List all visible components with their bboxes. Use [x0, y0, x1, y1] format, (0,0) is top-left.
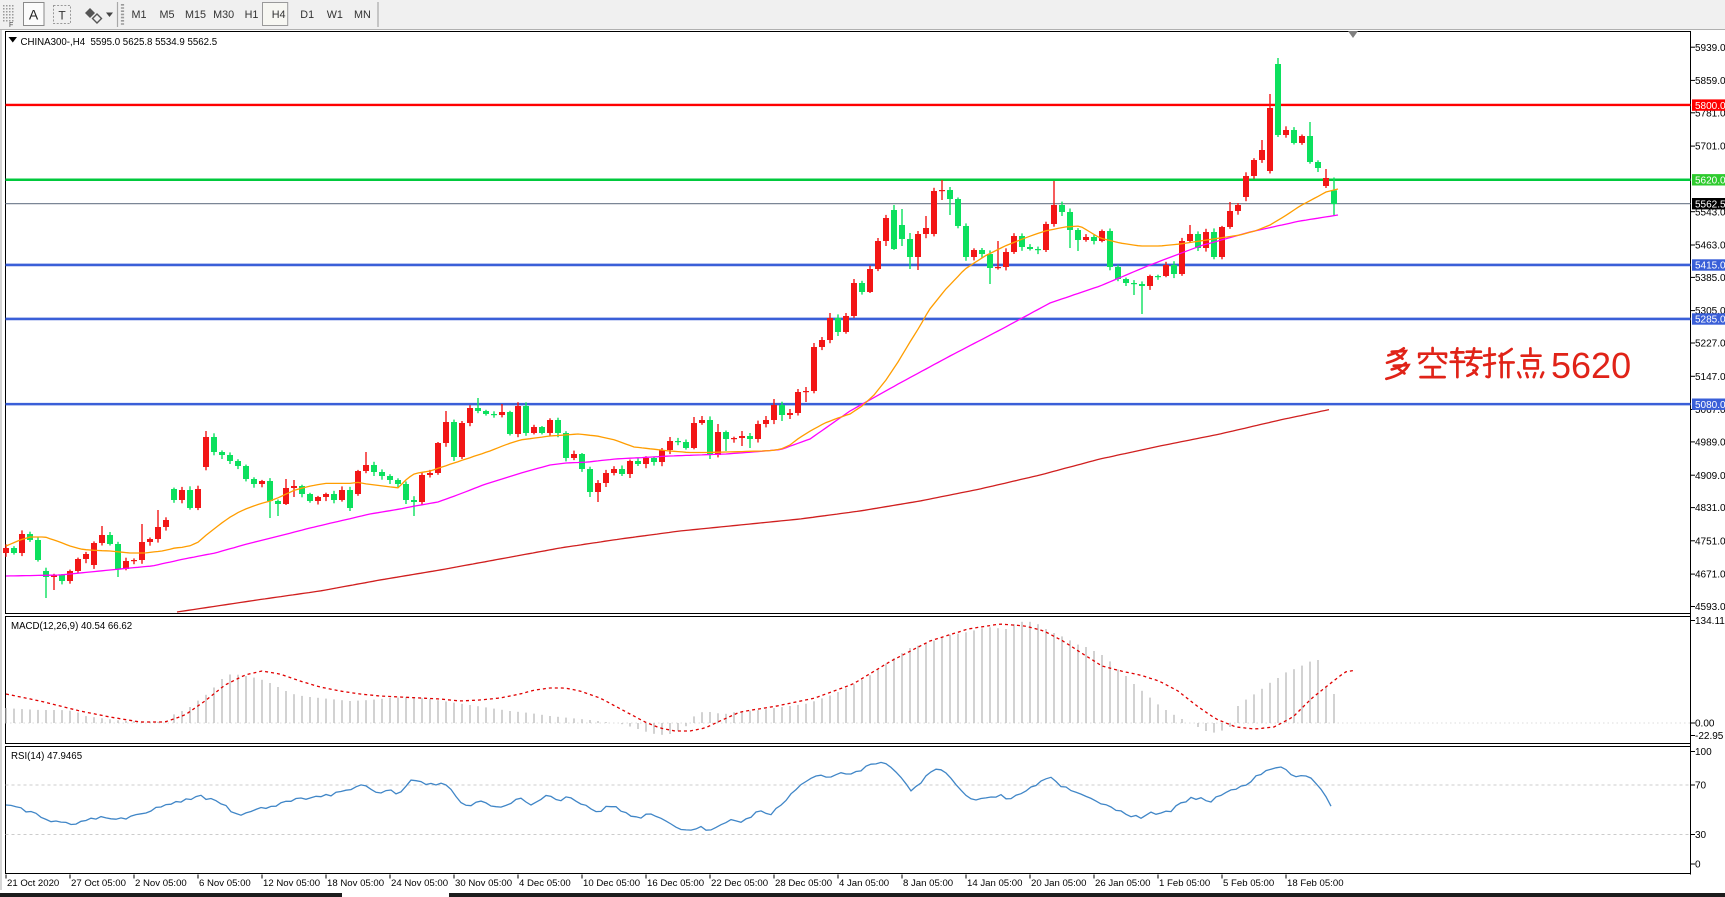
svg-text:5939.0: 5939.0: [1695, 43, 1725, 54]
svg-text:5385.0: 5385.0: [1695, 273, 1725, 284]
svg-text:6 Nov 05:00: 6 Nov 05:00: [199, 878, 251, 889]
svg-text:0.00: 0.00: [1695, 719, 1715, 730]
svg-text:8 Jan 05:00: 8 Jan 05:00: [903, 878, 953, 889]
svg-text:5067.0: 5067.0: [1695, 405, 1725, 416]
svg-text:4909.0: 4909.0: [1695, 471, 1725, 482]
svg-text:5620: 5620: [1551, 345, 1631, 386]
svg-text:18 Nov 05:00: 18 Nov 05:00: [327, 878, 384, 889]
svg-text:5305.0: 5305.0: [1695, 306, 1725, 317]
svg-text:-22.95: -22.95: [1695, 731, 1724, 742]
svg-text:5562.5: 5562.5: [1695, 199, 1725, 210]
svg-text:H1: H1: [245, 9, 259, 21]
svg-text:5800.0: 5800.0: [1695, 101, 1725, 112]
svg-text:A: A: [29, 7, 39, 23]
svg-text:30 Nov 05:00: 30 Nov 05:00: [455, 878, 512, 889]
svg-text:5147.0: 5147.0: [1695, 372, 1725, 383]
svg-text:5620.0: 5620.0: [1695, 176, 1725, 187]
svg-text:5701.0: 5701.0: [1695, 142, 1725, 153]
svg-text:0: 0: [1695, 860, 1701, 871]
svg-text:27 Oct 05:00: 27 Oct 05:00: [71, 878, 126, 889]
svg-text:MN: MN: [354, 9, 371, 21]
svg-text:5781.0: 5781.0: [1695, 108, 1725, 119]
svg-text:5 Feb 05:00: 5 Feb 05:00: [1223, 878, 1274, 889]
svg-text:1 Feb 05:00: 1 Feb 05:00: [1159, 878, 1210, 889]
svg-text:2 Nov 05:00: 2 Nov 05:00: [135, 878, 187, 889]
svg-text:T: T: [58, 9, 66, 23]
svg-text:F: F: [9, 22, 13, 29]
svg-text:H4: H4: [272, 9, 286, 21]
svg-text:4671.0: 4671.0: [1695, 570, 1725, 581]
svg-text:5415.0: 5415.0: [1695, 261, 1725, 272]
svg-text:14 Jan 05:00: 14 Jan 05:00: [967, 878, 1022, 889]
svg-text:M30: M30: [213, 9, 234, 21]
svg-text:4989.0: 4989.0: [1695, 438, 1725, 449]
svg-text:5463.0: 5463.0: [1695, 241, 1725, 252]
svg-text:12 Nov 05:00: 12 Nov 05:00: [263, 878, 320, 889]
svg-text:4831.0: 4831.0: [1695, 503, 1725, 514]
svg-text:20 Jan 05:00: 20 Jan 05:00: [1031, 878, 1086, 889]
svg-text:26 Jan 05:00: 26 Jan 05:00: [1095, 878, 1150, 889]
svg-text:M5: M5: [160, 9, 175, 21]
svg-text:10 Dec 05:00: 10 Dec 05:00: [583, 878, 640, 889]
svg-text:W1: W1: [327, 9, 343, 21]
svg-text:4593.0: 4593.0: [1695, 602, 1725, 613]
svg-text:5227.0: 5227.0: [1695, 339, 1725, 350]
svg-text:28 Dec 05:00: 28 Dec 05:00: [775, 878, 832, 889]
svg-text:16 Dec 05:00: 16 Dec 05:00: [647, 878, 704, 889]
svg-text:21 Oct 2020: 21 Oct 2020: [7, 878, 59, 889]
svg-text:5859.0: 5859.0: [1695, 76, 1725, 87]
svg-text:MACD(12,26,9) 40.54 66.62: MACD(12,26,9) 40.54 66.62: [11, 621, 132, 632]
svg-text:24 Nov 05:00: 24 Nov 05:00: [391, 878, 448, 889]
svg-text:5080.0: 5080.0: [1695, 400, 1725, 411]
svg-text:22 Dec 05:00: 22 Dec 05:00: [711, 878, 768, 889]
svg-text:5543.0: 5543.0: [1695, 207, 1725, 218]
svg-text:5285.0: 5285.0: [1695, 315, 1725, 326]
svg-text:100: 100: [1695, 747, 1712, 758]
svg-text:D1: D1: [300, 9, 314, 21]
svg-text:18 Feb 05:00: 18 Feb 05:00: [1287, 878, 1344, 889]
svg-text:M1: M1: [132, 9, 147, 21]
svg-text:30: 30: [1695, 830, 1707, 841]
svg-text:134.11: 134.11: [1695, 616, 1725, 627]
svg-text:4751.0: 4751.0: [1695, 536, 1725, 547]
svg-text:CHINA300-,H4 5595.0 5625.8 55: CHINA300-,H4 5595.0 5625.8 5534.9 5562.5: [21, 37, 218, 48]
svg-text:4 Dec 05:00: 4 Dec 05:00: [519, 878, 571, 889]
svg-text:RSI(14) 47.9465: RSI(14) 47.9465: [11, 751, 82, 762]
svg-text:4 Jan 05:00: 4 Jan 05:00: [839, 878, 889, 889]
svg-text:70: 70: [1695, 781, 1707, 792]
svg-text:M15: M15: [185, 9, 206, 21]
